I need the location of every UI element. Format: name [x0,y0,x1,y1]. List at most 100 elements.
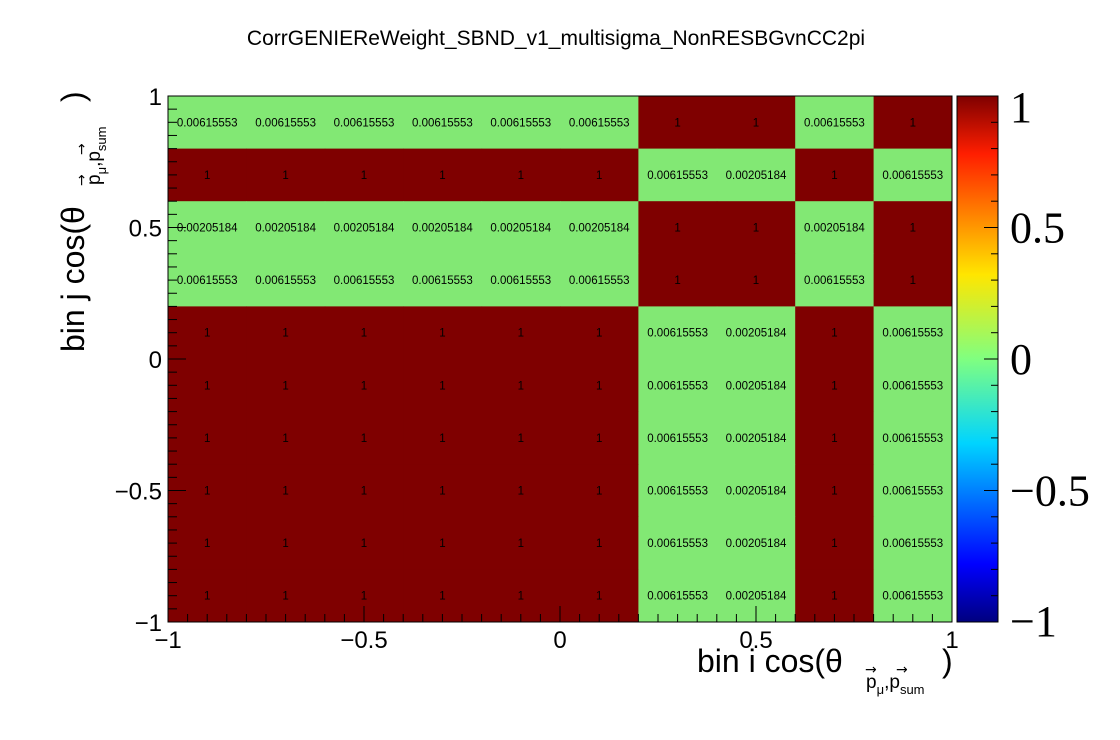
heatmap-cell [168,359,247,413]
y-tick-label: −1 [135,610,162,637]
heatmap-cell-label: 1 [753,117,759,129]
heatmap-cell-label: 1 [204,591,210,603]
colorbar-tick-label: −0.5 [1010,467,1090,516]
heatmap-cell-label: 1 [596,380,602,392]
heatmap-cell-label: 0.00615553 [647,170,708,182]
heatmap-cell-label: 1 [204,433,210,445]
heatmap-cell [246,516,326,570]
heatmap-cell-label: 1 [282,591,288,603]
heatmap-cell-label: 0.00615553 [255,275,316,287]
heatmap-cell [638,464,718,518]
heatmap-cell [324,516,404,570]
heatmap-cell [403,96,483,150]
heatmap-cell [795,201,875,255]
heatmap-cell-label: 0.00205184 [726,538,787,550]
heatmap-cell [560,201,639,255]
heatmap-cell [246,569,326,623]
heatmap-cell [716,411,796,465]
x-tick-label: 1 [945,627,958,654]
heatmap-cell [246,464,326,518]
heatmap-cell [638,306,718,360]
heatmap-cell [873,359,953,413]
heatmap-cell [168,411,247,465]
heatmap-cell-label: 1 [361,380,367,392]
x-axis-title: bin i cos(θ pμ,psum → → ) [697,643,953,697]
heatmap-cell [246,253,326,307]
heatmap-cell-label: 0.00615553 [177,117,238,129]
y-tick-label: 0.5 [129,216,162,243]
heatmap-cell-label: 1 [518,433,524,445]
colorbar-tick-label: 0 [1010,335,1032,384]
heatmap-cell [873,148,953,202]
heatmap-cell-label: 1 [831,433,837,445]
heatmap-cell [716,306,796,360]
heatmap-cell-label: 0.00205184 [726,328,787,340]
heatmap-cell [873,516,953,570]
heatmap-cell-label: 1 [439,486,445,498]
heatmap-cell [873,411,953,465]
y-axis-sub-label: pμ,psum [84,127,109,186]
colorbar-tick-label: −1 [1010,597,1057,646]
heatmap-cell [246,306,326,360]
x-tick-label: 0.5 [739,627,772,654]
heatmap-cell [324,96,404,150]
heatmap-cell [324,411,404,465]
heatmap-cell-label: 0.00205184 [490,223,551,235]
heatmap-cell [873,569,953,623]
heatmap-cell-label: 1 [361,170,367,182]
heatmap-cell-label: 1 [596,328,602,340]
heatmap-cell-label: 1 [282,328,288,340]
heatmap-cell-label: 1 [439,591,445,603]
heatmap-cell [638,201,718,255]
heatmap-cell-label: 0.00205184 [726,486,787,498]
y-tick-label: 1 [149,84,162,111]
heatmap-cell [168,96,247,150]
heatmap-cell-label: 0.00615553 [647,591,708,603]
heatmap-cell-label: 0.00205184 [334,223,395,235]
heatmap-cell [168,306,247,360]
heatmap-cell-label: 1 [831,328,837,340]
vector-arrow-mu: → [865,662,877,678]
heatmap-cell [716,253,796,307]
heatmap-cell [481,464,561,518]
heatmap-cell [403,411,483,465]
heatmap-cell [403,201,483,255]
heatmap-cell [716,201,796,255]
y-tick-label: −0.5 [115,479,162,506]
heatmap-cell-label: 1 [518,591,524,603]
heatmap-cell [795,96,875,150]
heatmap-cell [560,411,639,465]
heatmap-cell-label: 1 [518,380,524,392]
y-tick-label: 0 [149,347,162,374]
heatmap-cell [324,253,404,307]
heatmap-cell-label: 0.00615553 [177,275,238,287]
y-axis: −1 −0.5 0 0.5 1 [115,84,186,637]
heatmap-cell-label: 1 [204,328,210,340]
heatmap-cell-label: 1 [439,538,445,550]
heatmap-cell [324,464,404,518]
heatmap-cell-label: 0.00615553 [882,591,943,603]
heatmap-cell-label: 1 [282,486,288,498]
heatmap-cell-label: 1 [282,380,288,392]
heatmap-cell-label: 1 [596,486,602,498]
heatmap-cell-label: 0.00615553 [647,380,708,392]
heatmap-cell [168,516,247,570]
heatmap-cell [795,253,875,307]
x-axis-label: bin i cos(θ [697,643,843,679]
heatmap-cell [560,306,639,360]
heatmap-cell [324,306,404,360]
heatmap-cell-label: 1 [439,170,445,182]
heatmap-cell [246,411,326,465]
heatmap-cell [481,411,561,465]
heatmap-cell-label: 1 [439,380,445,392]
heatmap-cell [716,359,796,413]
heatmap-cell [246,359,326,413]
heatmap-cell-label: 1 [910,275,916,287]
heatmap-cell [873,306,953,360]
heatmap-cell-label: 0.00615553 [412,117,473,129]
heatmap-cell-label: 1 [596,170,602,182]
heatmap-cell [795,359,875,413]
heatmap-cell [795,516,875,570]
heatmap-cell-label: 0.00205184 [412,223,473,235]
heatmap-cell [403,569,483,623]
